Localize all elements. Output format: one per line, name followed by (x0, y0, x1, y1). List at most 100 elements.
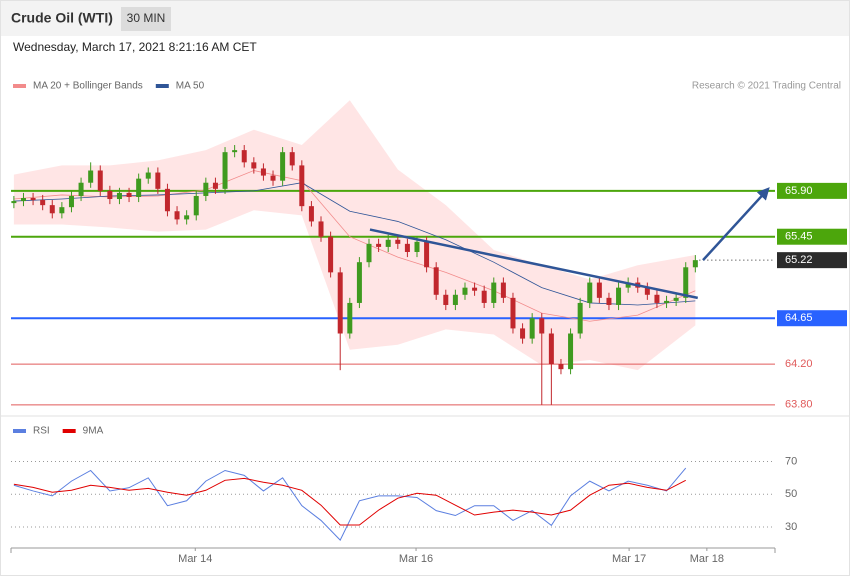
candle-body (136, 178, 142, 197)
candle-body (625, 282, 631, 288)
timeframe: 30 MIN (127, 11, 166, 25)
candle-body (481, 290, 487, 303)
level-label: 64.65 (785, 312, 813, 324)
legend-label: RSI (33, 426, 50, 437)
candle-body (20, 198, 26, 202)
candle-body (260, 168, 266, 176)
candle-body (520, 328, 526, 339)
candle-body (97, 170, 103, 191)
x-tick-label: Mar 14 (178, 553, 212, 565)
candle-body (318, 221, 324, 237)
level-label-box (777, 310, 847, 327)
candle-body (462, 287, 468, 295)
candle-body (241, 150, 247, 163)
candle-body (683, 267, 689, 298)
candle-body (654, 294, 660, 303)
trendline (369, 228, 698, 300)
candle-body (328, 236, 334, 273)
level-label: 63.80 (785, 399, 813, 411)
candle-body (356, 262, 362, 303)
candle-body (11, 201, 17, 204)
candle-body (404, 243, 410, 252)
candle-body (664, 300, 670, 303)
candle-body (145, 172, 151, 179)
candle-body (289, 152, 295, 166)
legend-label: 9MA (83, 426, 104, 437)
candle-body (395, 239, 401, 244)
candle-body (376, 243, 382, 247)
candle-body (222, 152, 228, 189)
candle-body (577, 302, 583, 334)
candle-body (308, 206, 314, 222)
instrument-title: Crude Oil (WTI) (11, 10, 113, 26)
candle-body (548, 333, 554, 365)
candle-body (270, 175, 276, 181)
x-tick-label: Mar 17 (612, 553, 646, 565)
legend-swatch (155, 84, 169, 88)
forecast-arrow (702, 187, 770, 261)
candle-body (472, 287, 478, 291)
rsi-line (13, 477, 686, 526)
candle-body (673, 297, 679, 301)
candle-body (452, 294, 458, 305)
candle-body (500, 282, 506, 298)
candle-body (116, 192, 122, 200)
level-label: 65.90 (785, 185, 813, 197)
candle-body (587, 282, 593, 303)
candle-body (30, 198, 36, 201)
candle-body (212, 182, 218, 189)
timestamp: Wednesday, March 17, 2021 8:21:16 AM CET (13, 40, 257, 54)
candle-body (299, 165, 305, 207)
y-tick-label: 50 (785, 488, 797, 500)
candle-body (88, 170, 94, 183)
candle-body (174, 211, 180, 220)
candle-body (414, 241, 420, 252)
timeframe-box (121, 7, 171, 31)
candle-body (126, 192, 132, 197)
candle-body (280, 152, 286, 181)
y-tick-label: 70 (785, 455, 797, 467)
moving-average (13, 182, 696, 306)
x-tick-label: Mar 16 (399, 553, 433, 565)
candle-body (491, 282, 497, 303)
candle-body (155, 172, 161, 189)
level-label-box (777, 252, 847, 269)
candle-body (443, 294, 449, 305)
candle-body (49, 205, 55, 214)
candle-body (232, 150, 238, 153)
candle-body (164, 188, 170, 212)
level-label-box (777, 182, 847, 199)
credit: Research © 2021 Trading Central (692, 81, 841, 92)
legend-swatch (13, 429, 26, 433)
y-tick-label: 30 (785, 521, 797, 533)
legend-label: MA 20 + Bollinger Bands (33, 81, 143, 92)
bollinger-band (13, 100, 696, 371)
candle-body (59, 207, 65, 214)
candle-body (107, 190, 113, 200)
candle-body (558, 364, 564, 370)
candle-body (616, 287, 622, 305)
candle-body (433, 267, 439, 295)
candle-body (78, 182, 84, 196)
candle-body (568, 333, 574, 370)
candle-body (193, 195, 199, 216)
level-label: 64.20 (785, 358, 813, 370)
candle-body (596, 282, 602, 298)
candle-body (606, 297, 612, 305)
candle-body (539, 318, 545, 334)
candle-body (366, 243, 372, 263)
x-tick-label: Mar 18 (690, 553, 724, 565)
level-label-box (777, 228, 847, 245)
legend-swatch (13, 84, 26, 88)
candle-body (692, 260, 698, 268)
legend-swatch (62, 429, 76, 433)
candle-body (337, 272, 343, 334)
rsi-line (13, 467, 687, 541)
candle-body (203, 182, 209, 196)
candle-body (424, 241, 430, 268)
level-label: 65.45 (785, 231, 813, 243)
candle-body (510, 297, 516, 329)
